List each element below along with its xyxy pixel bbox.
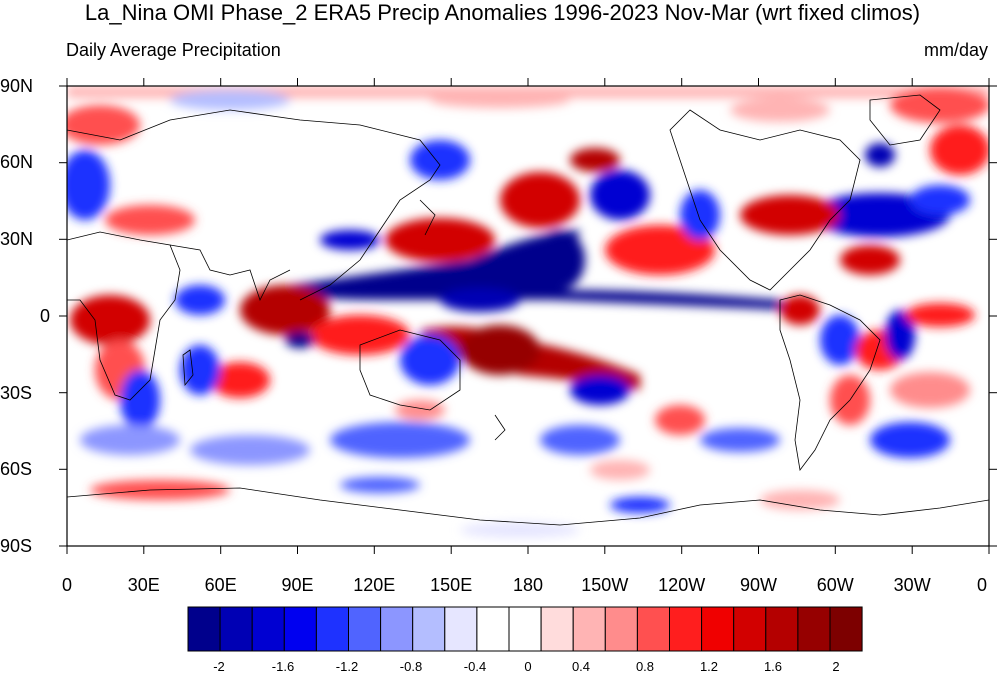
x-tick-label: 180 — [512, 575, 544, 595]
x-tick-label: 120W — [658, 575, 706, 595]
colorbar-label: -0.8 — [399, 659, 423, 674]
colorbar-swatch — [733, 606, 767, 652]
colorbar-swatch — [380, 606, 414, 652]
colorbar-label: 1.2 — [699, 659, 719, 674]
colorbar-swatch — [701, 606, 735, 652]
colorbar-swatch — [604, 606, 638, 652]
units-label: mm/day — [923, 40, 988, 60]
colorbar-label: 0 — [524, 659, 532, 674]
x-tick-label: 120E — [353, 575, 396, 595]
x-tick-label: 60W — [816, 575, 854, 595]
colorbar-swatch — [636, 606, 671, 652]
x-tick-label: 0 — [61, 575, 72, 595]
coastlines — [67, 94, 989, 526]
colorbar-swatch — [476, 606, 510, 652]
y-tick-label: 60N — [0, 152, 34, 172]
colorbar-swatch — [669, 606, 703, 652]
x-tick-label: 30W — [893, 575, 931, 595]
x-tick-label: 90W — [739, 575, 777, 595]
colorbar-label: -0.4 — [463, 659, 487, 674]
colorbar-label: -1.2 — [335, 659, 359, 674]
colorbar-swatch — [283, 606, 317, 652]
colorbar-label: -2 — [213, 659, 225, 674]
colorbar-swatch — [829, 606, 863, 652]
x-tick-label: 90E — [281, 575, 314, 595]
y-tick-label: 30S — [0, 383, 33, 403]
x-tick-label: 150E — [430, 575, 473, 595]
x-tick-label: 30E — [127, 575, 160, 595]
colorbar-swatch — [765, 606, 799, 652]
colorbar-swatch — [412, 606, 446, 652]
x-tick-label: 150W — [581, 575, 629, 595]
x-tick-label: 0 — [976, 575, 987, 595]
colorbar-swatch — [508, 606, 542, 652]
anomaly-field — [67, 86, 989, 546]
y-tick-label: 90N — [0, 76, 34, 96]
colorbar-label: 0.8 — [635, 659, 655, 674]
subtitle-left: Daily Average Precipitation — [66, 40, 281, 60]
axis-ticks — [59, 78, 997, 554]
colorbar-swatch — [540, 606, 574, 652]
colorbar-swatch — [797, 606, 831, 652]
colorbar — [187, 606, 863, 652]
y-tick-label: 90S — [0, 536, 33, 556]
colorbar-swatch — [444, 606, 478, 652]
colorbar-swatch — [187, 606, 221, 652]
colorbar-label: -1.6 — [271, 659, 295, 674]
colorbar-swatch — [348, 606, 382, 652]
y-tick-label: 30N — [0, 229, 34, 249]
y-tick-label: 0 — [40, 306, 51, 326]
colorbar-swatch — [572, 606, 606, 652]
colorbar-swatch — [219, 606, 253, 652]
colorbar-swatch — [315, 606, 349, 652]
colorbar-label: 2 — [832, 659, 840, 674]
colorbar-label: 1.6 — [763, 659, 783, 674]
x-tick-label: 60E — [204, 575, 237, 595]
plot-title: La_Nina OMI Phase_2 ERA5 Precip Anomalie… — [84, 0, 921, 25]
colorbar-swatch — [251, 606, 285, 652]
colorbar-label: 0.4 — [571, 659, 591, 674]
y-tick-label: 60S — [0, 459, 33, 479]
